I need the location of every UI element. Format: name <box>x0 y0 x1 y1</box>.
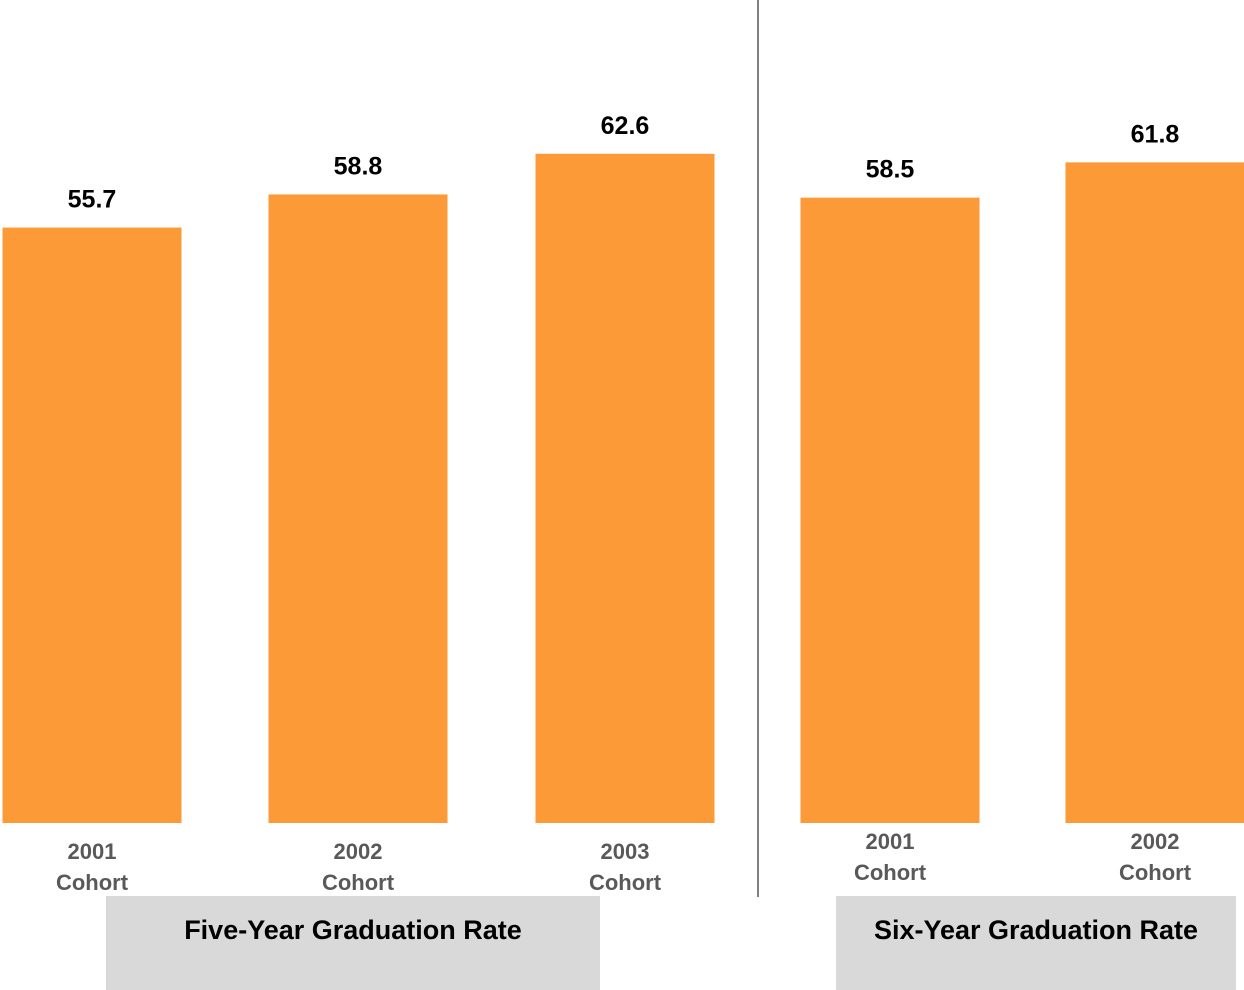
five-year-category-label-2-line-0: 2003 <box>601 839 650 864</box>
five-year-bar-2 <box>535 153 715 823</box>
six-year-category-label-0-line-1: Cohort <box>854 860 927 885</box>
five-year-value-label-2: 62.6 <box>601 112 650 140</box>
six-year-category-label-1-line-1: Cohort <box>1119 860 1192 885</box>
five-year-category-label-1-line-1: Cohort <box>322 870 395 895</box>
six-year-bar-1 <box>1065 162 1244 823</box>
five-year-value-label-1: 58.8 <box>334 152 383 180</box>
five-year-title: Five-Year Graduation Rate <box>184 915 522 945</box>
six-year-category-label-1-line-0: 2002 <box>1131 829 1180 854</box>
five-year-category-label-0-line-1: Cohort <box>56 870 129 895</box>
five-year-category-label-2-line-1: Cohort <box>589 870 662 895</box>
five-year-category-label-1-line-0: 2002 <box>334 839 383 864</box>
panel-divider <box>757 0 759 897</box>
five-year-value-label-0: 55.7 <box>68 186 117 214</box>
six-year-title: Six-Year Graduation Rate <box>873 915 1199 945</box>
six-year-title-box: Six-Year Graduation Rate <box>836 896 1236 990</box>
five-year-bar-1 <box>268 194 448 824</box>
six-year-value-label-0: 58.5 <box>866 156 915 184</box>
five-year-title-box: Five-Year Graduation Rate <box>106 896 600 990</box>
six-year-value-label-1: 61.8 <box>1131 120 1180 148</box>
six-year-bar-0 <box>800 197 980 823</box>
five-year-category-label-0-line-0: 2001 <box>68 839 117 864</box>
five-year-bar-0 <box>2 227 182 823</box>
six-year-category-label-0-line-0: 2001 <box>866 829 915 854</box>
